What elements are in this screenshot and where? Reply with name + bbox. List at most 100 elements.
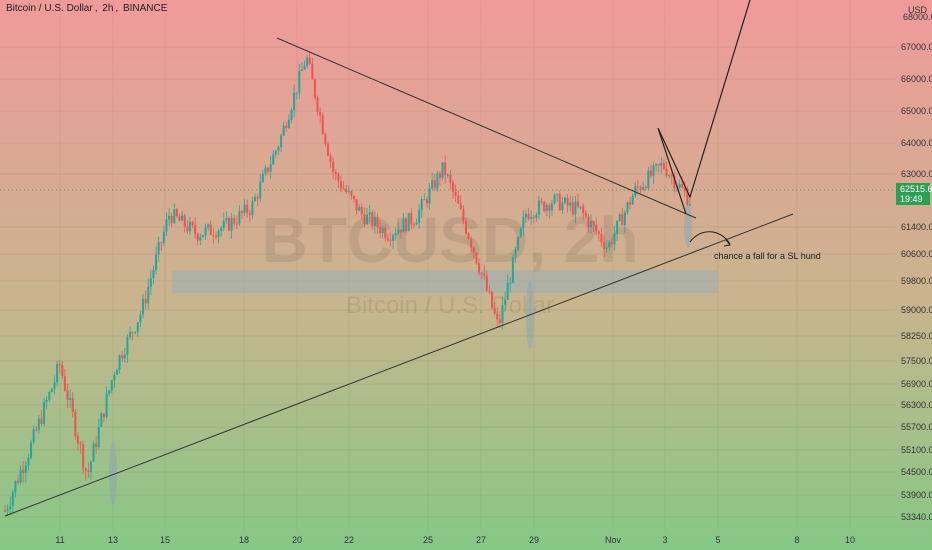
candle-up [113, 374, 116, 381]
candle-up [43, 401, 46, 424]
candle-up [652, 165, 655, 176]
annotation-text[interactable]: chance a fall for a SL hund [714, 251, 821, 261]
price-tick-label: 54500.00 [901, 467, 932, 477]
candle-up [48, 392, 51, 400]
candle-up [274, 150, 277, 155]
candle-up [115, 369, 118, 375]
candle-down [82, 444, 85, 469]
candle-up [613, 233, 616, 245]
candle-up [522, 217, 525, 229]
candle-up [506, 283, 509, 300]
candle-down [329, 155, 332, 162]
candle-up [368, 212, 371, 215]
candle-up [428, 188, 431, 204]
symbol-title[interactable]: Bitcoin / U.S. Dollar, 2h, BINANCE [6, 3, 169, 14]
candle-down [595, 224, 598, 232]
candle-down [496, 313, 499, 320]
candle-down [449, 174, 452, 183]
candle-down [657, 164, 660, 166]
candle-up [230, 217, 233, 231]
candle-down [160, 242, 163, 244]
candle-down [389, 240, 392, 242]
candle-up [126, 337, 129, 355]
candle-down [191, 221, 194, 226]
candle-down [451, 182, 454, 192]
candle-up [358, 207, 361, 211]
candle-down [467, 233, 470, 239]
candle-up [261, 173, 264, 183]
candle-down [353, 195, 356, 200]
time-tick-label: 10 [845, 535, 855, 545]
candle-up [19, 469, 22, 483]
candle-down [342, 188, 345, 190]
candle-down [629, 202, 632, 205]
candle-down [311, 63, 314, 80]
candle-down [186, 226, 189, 232]
candle-down [355, 199, 358, 211]
time-axis[interactable]: 11 13 15 18 20 22 25 27 29 Nov 3 5 8 10 [55, 535, 855, 545]
candle-down [543, 201, 546, 212]
candle-up [173, 209, 176, 223]
candle-up [660, 163, 663, 166]
candle-down [472, 247, 475, 253]
candle-up [579, 206, 582, 208]
descending-trendline[interactable] [276, 37, 697, 219]
candle-down [84, 468, 87, 471]
candle-down [170, 215, 173, 223]
fall-arrow[interactable] [689, 231, 731, 245]
candle-down [438, 173, 441, 178]
candle-up [397, 229, 400, 234]
candle-up [45, 399, 48, 402]
price-tick-label: 64000.00 [901, 138, 932, 148]
candle-down [600, 233, 603, 243]
candle-up [24, 465, 27, 474]
highlight-ellipse[interactable] [109, 441, 117, 505]
symbol-name: Bitcoin / U.S. Dollar [6, 3, 93, 14]
candle-up [623, 212, 626, 226]
candle-up [647, 170, 650, 189]
candle-down [74, 411, 77, 437]
candle-up [394, 233, 397, 236]
price-axis[interactable]: 67000.00 66000.00 65000.00 64000.00 63000.00… [901, 42, 932, 522]
candle-down [571, 202, 574, 215]
candle-down [319, 111, 322, 116]
currency-label[interactable]: USD [908, 5, 928, 15]
price-tick-label: 59000.00 [901, 305, 932, 315]
candle-up [108, 390, 111, 394]
price-tick-label: 55100.00 [901, 445, 932, 455]
candle-up [147, 286, 150, 304]
time-tick-label: 25 [423, 535, 433, 545]
candle-up [436, 173, 439, 189]
price-tick-label: 56900.00 [901, 379, 932, 389]
candle-down [235, 223, 238, 225]
candle-up [217, 231, 220, 237]
candle-down [405, 218, 408, 232]
candle-up [32, 429, 35, 443]
projection-path[interactable] [657, 0, 751, 215]
ascending-trendline[interactable] [4, 213, 794, 517]
price-tick-label: 66000.00 [901, 74, 932, 84]
candle-up [407, 213, 410, 232]
candle-down [610, 242, 613, 245]
candle-down [540, 200, 543, 202]
candle-up [605, 247, 608, 249]
support-zone[interactable] [172, 270, 718, 293]
candle-down [35, 429, 38, 431]
candle-down [470, 238, 473, 248]
last-price-tag[interactable]: 62515.66 19:49 [896, 183, 932, 205]
candle-up [188, 221, 191, 232]
candle-up [225, 218, 228, 221]
candle-down [332, 161, 335, 173]
candle-down [241, 211, 244, 213]
candle-up [157, 242, 160, 255]
candle-up [89, 461, 92, 473]
candle-down [212, 234, 215, 236]
candle-down [597, 231, 600, 234]
price-tick-label: 57500.00 [901, 356, 932, 366]
candle-down [488, 290, 491, 292]
candle-down [58, 364, 61, 366]
candle-down [256, 196, 259, 199]
candle-down [621, 214, 624, 226]
